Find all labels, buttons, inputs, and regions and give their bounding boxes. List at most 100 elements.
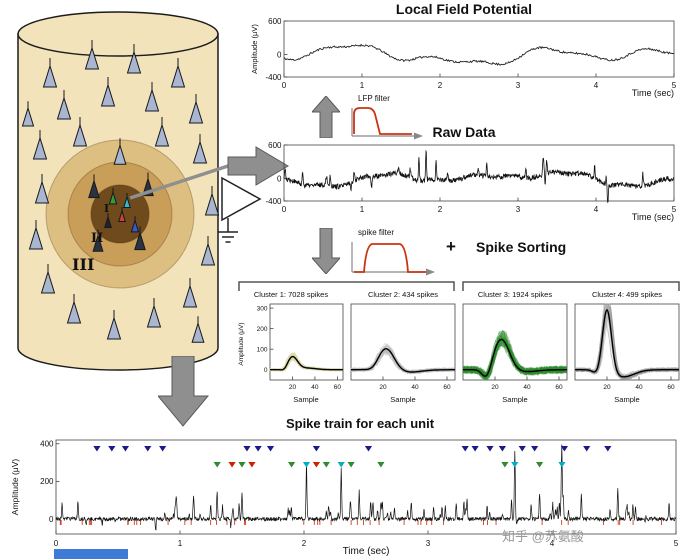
ground-icon: [218, 218, 238, 243]
cluster-4-title: Cluster 4: 499 spikes: [591, 290, 663, 299]
watermark: 知乎 @苏氨酸: [502, 529, 584, 544]
cluster-4-xlabel: Sample: [614, 395, 639, 404]
svg-text:60: 60: [555, 384, 563, 391]
x-ticks: 20 40 60: [603, 376, 675, 391]
electrode-assembly: [129, 146, 289, 243]
svg-text:40: 40: [635, 384, 643, 391]
raw-xlabel: Time (sec): [632, 212, 674, 222]
signal-flow-arrow-right: [227, 146, 289, 186]
up-arrow-icon: [312, 96, 340, 138]
band-pass-curve: [354, 243, 426, 273]
svg-text:2: 2: [438, 81, 443, 90]
svg-text:20: 20: [603, 384, 611, 391]
spike-filter-label: spike filter: [358, 228, 394, 237]
svg-text:600: 600: [268, 17, 282, 26]
cluster-panel-4: Cluster 4: 499 spikes Sample 20 40 60: [572, 290, 682, 411]
cluster-3-xlabel: Sample: [502, 395, 527, 404]
cluster-2-plot: Sample 20 40 60: [350, 303, 456, 404]
electrode-shank: [129, 164, 229, 200]
svg-text:20: 20: [379, 384, 387, 391]
svg-text:400: 400: [40, 440, 54, 449]
amplifier-icon: [221, 176, 262, 222]
svg-text:60: 60: [334, 384, 342, 391]
spike-train-ylabel: Amplitude (μV): [10, 459, 20, 516]
x-ticks: 20 40 60: [379, 376, 451, 391]
cluster-3-waveforms: [462, 329, 567, 381]
svg-text:0: 0: [282, 205, 287, 214]
svg-text:4: 4: [594, 81, 599, 90]
svg-text:20: 20: [491, 384, 499, 391]
unit2-baseline-ticks: [59, 519, 662, 525]
svg-text:1: 1: [360, 81, 365, 90]
cluster-panel-1: Cluster 1: 7028 spikes Amplitude (μV) Sa…: [236, 290, 346, 411]
spike-train-xlabel: Time (sec): [343, 546, 390, 557]
lfp-ylabel: Amplitude (μV): [250, 24, 259, 74]
spike-sorting-label: Spike Sorting: [476, 239, 567, 255]
raw-waveform: [283, 149, 675, 203]
down-arrow-icon: [312, 228, 340, 274]
plot-box: [283, 144, 675, 202]
spike-train-waveform: [55, 444, 677, 531]
svg-text:200: 200: [40, 477, 54, 486]
svg-text:60: 60: [443, 384, 451, 391]
svg-text:60: 60: [667, 384, 675, 391]
svg-text:0: 0: [49, 515, 54, 524]
svg-text:5: 5: [672, 81, 677, 90]
svg-text:20: 20: [289, 384, 297, 391]
cluster-panel-3: Cluster 3: 1924 spikes Sample 20 40 60: [460, 290, 570, 411]
plot-box: [55, 439, 677, 535]
cluster-2-title: Cluster 2: 434 spikes: [367, 290, 439, 299]
layer-label-iii: III: [72, 255, 94, 274]
bottom-blue-strip: [54, 549, 128, 559]
svg-text:40: 40: [311, 384, 319, 391]
cluster-1-xlabel: Sample: [293, 395, 318, 404]
svg-text:100: 100: [257, 346, 268, 353]
plot-box: [462, 303, 568, 381]
svg-text:200: 200: [257, 326, 268, 333]
svg-text:0: 0: [54, 539, 59, 548]
svg-text:3: 3: [516, 81, 521, 90]
spike-train-title: Spike train for each unit: [285, 416, 435, 431]
svg-text:0: 0: [282, 81, 287, 90]
spike-filter-icon: spike filter: [351, 228, 435, 276]
svg-text:0: 0: [277, 50, 282, 59]
lfp-waveform: [283, 43, 675, 66]
cluster-1-title: Cluster 1: 7028 spikes: [253, 290, 329, 299]
big-down-arrow-icon: [158, 356, 210, 427]
cluster-3-plot: Sample 20 40 60: [462, 303, 568, 404]
cortical-column: III II I: [17, 11, 220, 371]
svg-text:1: 1: [360, 205, 365, 214]
svg-text:-400: -400: [265, 197, 282, 206]
lfp-title: Local Field Potential: [395, 1, 533, 17]
svg-text:2: 2: [302, 539, 307, 548]
layer-label-i: I: [104, 202, 109, 215]
plot-box: [350, 303, 456, 381]
unit-spike-markers: [93, 446, 612, 468]
plot-box: [283, 20, 675, 78]
svg-text:600: 600: [268, 141, 282, 150]
cluster-2-waveforms: [350, 343, 455, 375]
cluster-2-xlabel: Sample: [390, 395, 415, 404]
svg-text:-400: -400: [265, 73, 282, 82]
x-ticks: 0 1 2 3 4 5: [282, 73, 677, 90]
y-ticks: 0 100 200 300: [257, 305, 274, 374]
svg-text:3: 3: [426, 539, 431, 548]
svg-text:5: 5: [674, 539, 679, 548]
svg-text:2: 2: [438, 205, 443, 214]
y-ticks: 600 0 -400: [265, 17, 288, 82]
cluster-ylabel: Amplitude (μV): [238, 322, 245, 365]
svg-text:3: 3: [516, 205, 521, 214]
cluster-4-waveforms: [574, 303, 679, 381]
svg-text:0: 0: [277, 174, 282, 183]
cluster-panel-2: Cluster 2: 434 spikes Sample 20 40 60: [348, 290, 458, 411]
low-pass-curve: [353, 107, 412, 135]
svg-text:4: 4: [550, 539, 555, 548]
lfp-filter-label: LFP filter: [358, 94, 390, 103]
lfp-filter-icon: LFP filter: [351, 94, 423, 140]
layer-label-ii: II: [91, 231, 103, 246]
neurons: [21, 40, 220, 343]
y-ticks: 400 200 0: [40, 440, 60, 524]
